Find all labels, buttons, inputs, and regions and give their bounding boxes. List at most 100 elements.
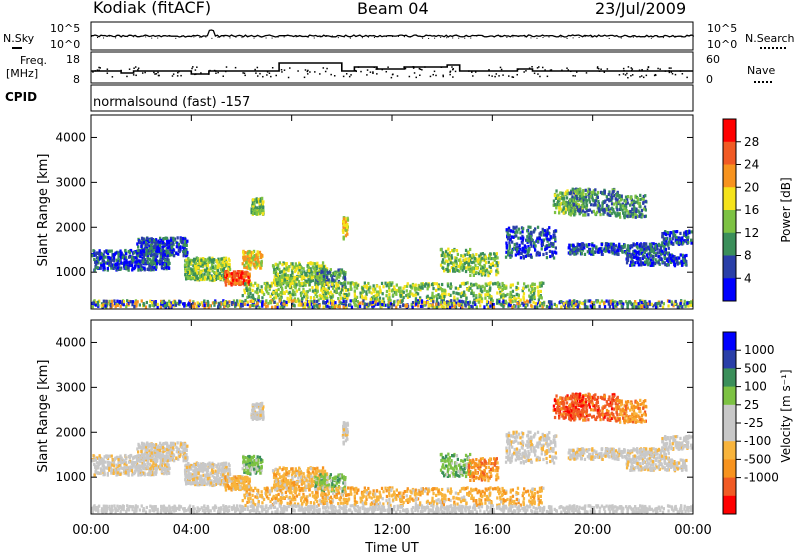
power-cell — [506, 233, 510, 237]
power-cell — [455, 249, 459, 253]
power-cell — [227, 257, 230, 261]
nave-point — [435, 74, 437, 77]
power-cell — [464, 281, 468, 286]
power-cell — [619, 198, 623, 202]
noise-point — [548, 36, 550, 38]
power-cell — [248, 249, 251, 254]
power-cell — [622, 245, 625, 249]
power-cell — [484, 261, 488, 265]
power-cell — [688, 301, 691, 305]
power-cell — [447, 263, 450, 267]
power-cell — [598, 209, 601, 213]
power-cell — [279, 296, 282, 300]
power-cell — [519, 298, 522, 302]
power-cell — [529, 233, 532, 237]
power-cell — [273, 268, 276, 272]
power-cell — [204, 258, 207, 262]
power-cell — [637, 250, 641, 254]
power-cell — [619, 248, 623, 252]
power-cell — [244, 251, 247, 255]
power-cell — [503, 294, 506, 298]
power-cell — [568, 205, 571, 209]
power-cell — [519, 247, 522, 251]
power-cell — [490, 269, 493, 273]
power-cell — [591, 190, 594, 194]
power-cell — [518, 250, 521, 254]
power-cell — [635, 209, 638, 214]
power-cell — [320, 288, 323, 292]
power-cell — [102, 263, 105, 267]
power-cell — [261, 196, 264, 200]
nave-point — [623, 70, 625, 72]
power-cell — [412, 284, 415, 288]
power-cell — [676, 262, 679, 266]
power-cell — [452, 249, 455, 253]
power-cell — [137, 254, 140, 258]
power-cell — [256, 258, 259, 262]
power-cell — [574, 194, 577, 198]
power-cell — [424, 284, 427, 288]
power-cell — [326, 296, 329, 301]
power-cell — [567, 251, 570, 255]
power-cell — [546, 237, 549, 241]
power-cell — [242, 253, 245, 257]
power-cell — [449, 261, 452, 265]
power-cell — [240, 282, 243, 286]
power-cell — [554, 196, 558, 200]
power-cell — [549, 254, 552, 259]
power-cell — [645, 257, 648, 262]
power-cell — [646, 245, 650, 249]
power-cell — [336, 274, 340, 278]
nave-point — [517, 68, 519, 70]
power-cell — [166, 259, 169, 263]
nave-point — [596, 67, 599, 69]
power-cell — [259, 199, 262, 203]
nave-point — [177, 71, 179, 74]
power-cell — [287, 281, 290, 285]
power-cell — [179, 237, 183, 241]
power-cell — [488, 293, 491, 298]
nave-point — [491, 75, 493, 77]
power-cell — [261, 304, 264, 308]
power-cell — [542, 230, 545, 234]
power-cell — [670, 240, 673, 244]
power-cell — [206, 272, 210, 276]
power-cell — [502, 292, 505, 296]
power-cell — [194, 278, 197, 282]
power-cell — [538, 295, 541, 299]
power-cell — [595, 245, 598, 249]
power-cell — [170, 238, 173, 242]
power-cell — [509, 285, 512, 289]
power-cell — [254, 281, 257, 285]
power-cell — [98, 249, 101, 253]
noise-point — [590, 36, 592, 38]
power-cell — [105, 251, 109, 255]
power-cell — [164, 262, 168, 266]
power-cell — [594, 212, 597, 216]
nave-point — [128, 68, 131, 70]
power-cell — [325, 279, 328, 283]
power-cell — [290, 299, 293, 303]
power-cell — [224, 283, 228, 287]
power-cell — [574, 200, 577, 204]
power-cell — [619, 205, 622, 209]
power-cell — [165, 301, 169, 305]
power-cell — [311, 300, 315, 304]
power-cell — [635, 302, 638, 306]
power-cell — [460, 260, 463, 264]
noise-point — [428, 37, 430, 39]
power-cell — [253, 257, 257, 262]
power-cell — [545, 246, 548, 250]
power-cell — [604, 249, 607, 253]
power-cell — [109, 260, 112, 264]
power-cell — [145, 236, 149, 241]
power-cell — [202, 274, 205, 278]
power-cell — [349, 284, 352, 288]
power-cell — [663, 242, 667, 246]
power-cell — [294, 293, 297, 297]
power-cell — [469, 269, 472, 273]
power-cell — [257, 299, 260, 303]
power-cell — [262, 209, 265, 213]
nave-point — [266, 71, 269, 73]
power-cell — [670, 258, 674, 262]
